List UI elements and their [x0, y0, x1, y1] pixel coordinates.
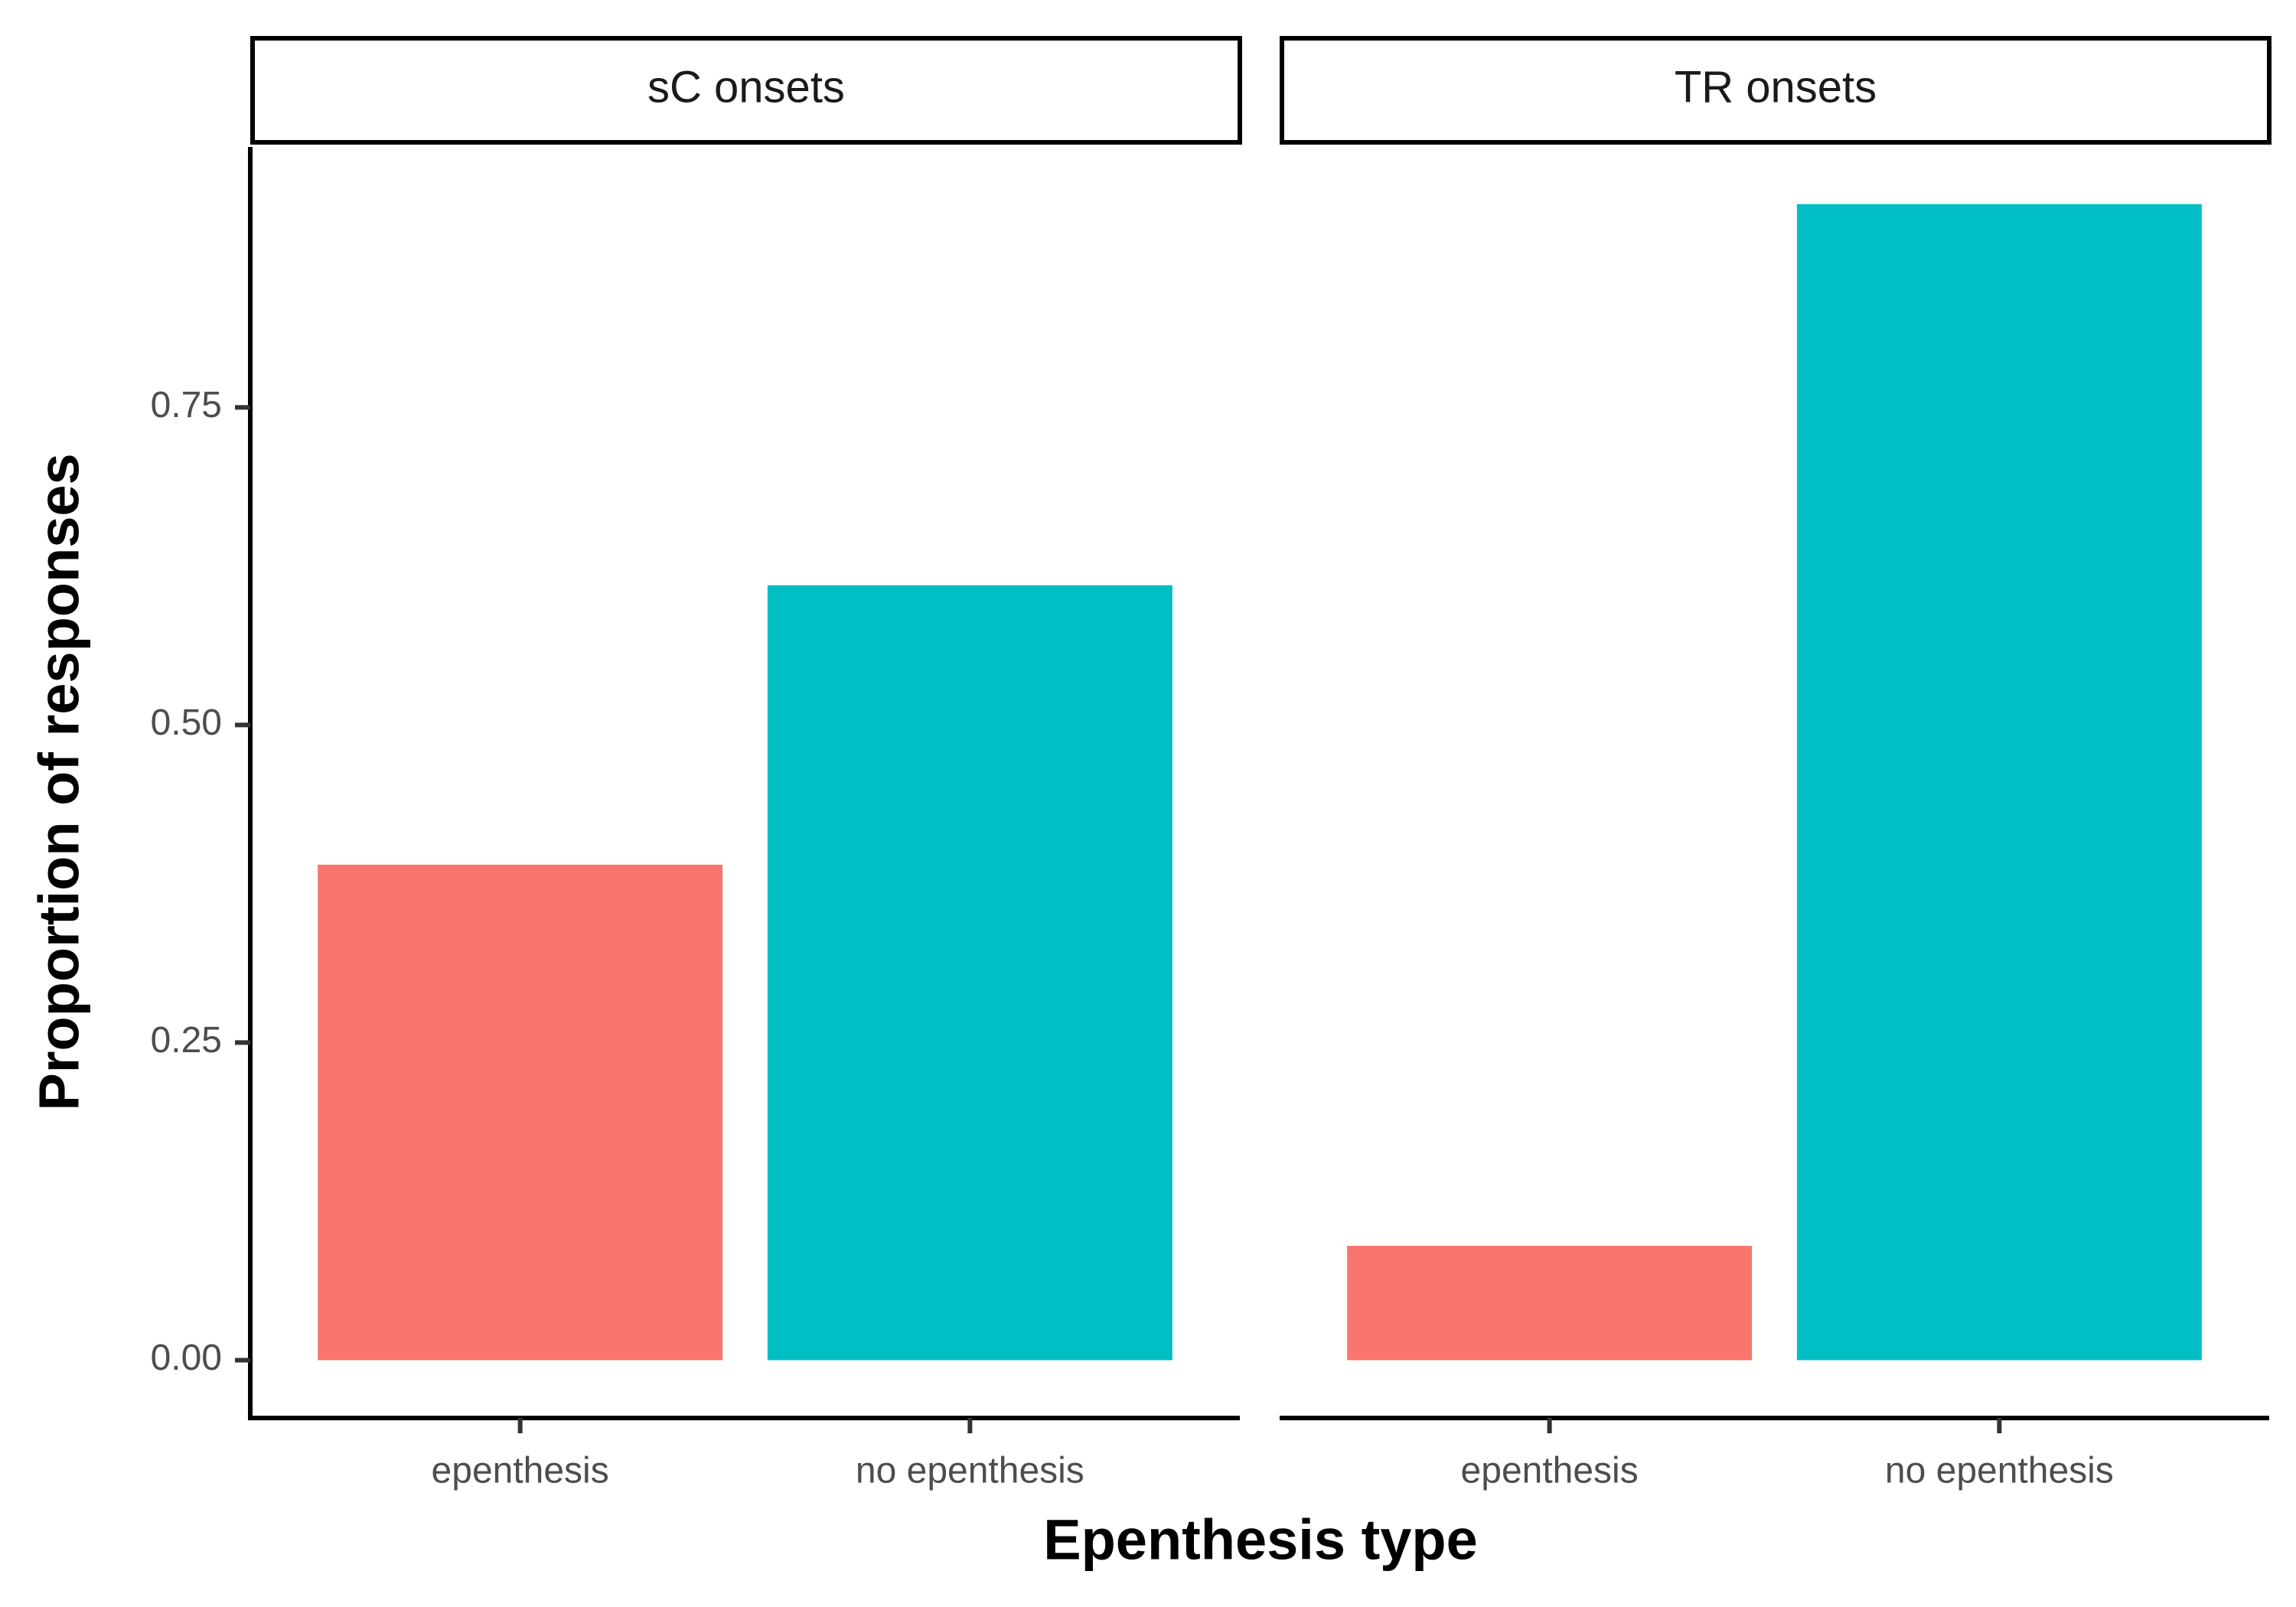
facet-strip-tr — [1280, 36, 2272, 145]
facet-tr-onsets: TR onsets epenthesis no epenthesis — [1280, 36, 2272, 1491]
facet-strip-label-tr: TR onsets — [1675, 62, 1877, 112]
bar-sc-no-epenthesis — [767, 585, 1172, 1361]
x-tick-label: epenthesis — [1461, 1451, 1639, 1491]
bars-sc-onsets — [318, 585, 1172, 1361]
y-tick-label: 0.50 — [151, 702, 222, 743]
x-tick-label: epenthesis — [432, 1451, 609, 1491]
facet-strip-sc — [250, 36, 1242, 145]
x-axis-title: Epenthesis type — [1043, 1508, 1478, 1572]
bar-tr-no-epenthesis — [1796, 204, 2202, 1361]
bar-sc-epenthesis — [318, 864, 723, 1361]
x-tick-label: no epenthesis — [856, 1451, 1084, 1491]
x-ticks-tr-onsets: epenthesis no epenthesis — [1461, 1418, 2114, 1491]
y-tick-label: 0.75 — [151, 385, 222, 425]
y-axis-ticks: 0.00 0.25 0.50 0.75 — [151, 385, 250, 1378]
y-tick-label: 0.25 — [151, 1020, 222, 1061]
bars-tr-onsets — [1347, 204, 2202, 1361]
x-tick-label: no epenthesis — [1885, 1451, 2114, 1491]
facet-strip-label-sc: sC onsets — [647, 62, 845, 112]
y-tick-label: 0.00 — [151, 1338, 222, 1378]
x-ticks-sc-onsets: epenthesis no epenthesis — [432, 1418, 1084, 1491]
y-axis-title: Proportion of responses — [28, 453, 91, 1110]
bar-tr-epenthesis — [1347, 1246, 1753, 1361]
facet-sc-onsets: sC onsets epenthesis no epenthesis — [248, 36, 1242, 1491]
